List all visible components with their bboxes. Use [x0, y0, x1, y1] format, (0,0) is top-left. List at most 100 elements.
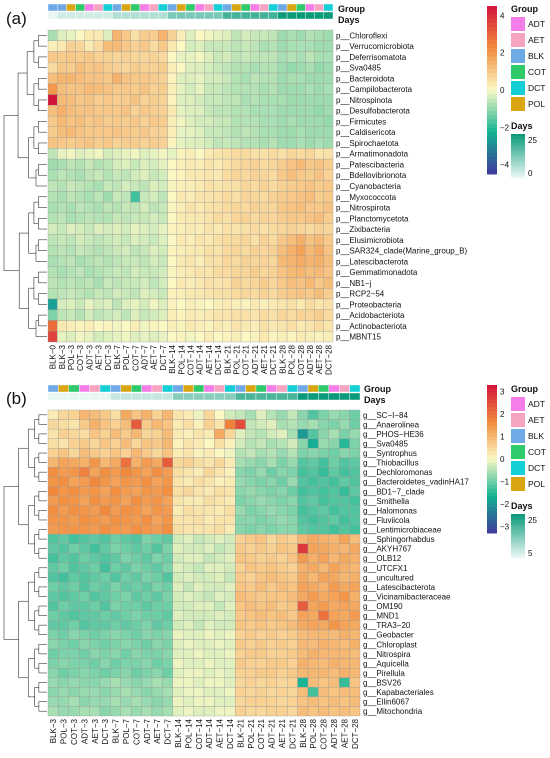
- heatmap-cell: [231, 201, 242, 214]
- heatmap-cell: [57, 51, 67, 63]
- heatmap-cell: [277, 298, 288, 310]
- heatmap-cell: [213, 277, 223, 289]
- heatmap-cell: [296, 320, 306, 332]
- heatmap-cell: [266, 639, 277, 650]
- color-scale-step: [487, 488, 497, 493]
- heatmap-cell: [185, 277, 196, 289]
- heatmap-cell: [287, 677, 298, 688]
- heatmap-cell: [172, 467, 184, 478]
- color-scale-step: [487, 165, 497, 171]
- heatmap-cell: [339, 524, 350, 535]
- heatmap-cell: [277, 62, 288, 74]
- heatmap-cell: [57, 266, 67, 278]
- heatmap-cell: [222, 62, 233, 74]
- heatmap-cell: [141, 476, 153, 487]
- heatmap-cell: [245, 467, 257, 478]
- heatmap-cell: [245, 668, 257, 678]
- heatmap-cell: [47, 515, 59, 525]
- heatmap-cell: [99, 610, 111, 621]
- heatmap-cell: [204, 126, 214, 138]
- color-scale-step: [487, 407, 497, 412]
- heatmap-cell: [193, 524, 205, 535]
- color-scale-step: [487, 6, 497, 11]
- heatmap-cell: [286, 223, 297, 235]
- heatmap-cell: [235, 581, 246, 592]
- heatmap-cell: [162, 706, 173, 717]
- heatmap-cell: [99, 581, 111, 592]
- heatmap-cell: [259, 288, 269, 300]
- days-annotation-cell: [84, 11, 95, 20]
- heatmap-cell: [213, 223, 223, 235]
- heatmap-cell: [141, 581, 153, 592]
- heatmap-cell: [323, 105, 334, 117]
- heatmap-cell: [203, 706, 215, 717]
- heatmap-cell: [151, 486, 163, 497]
- heatmap-cell: [305, 212, 315, 224]
- column-label: POL−28: [288, 344, 297, 374]
- heatmap-cell: [318, 486, 329, 497]
- heatmap-cell: [47, 639, 59, 650]
- heatmap-cell: [68, 495, 80, 506]
- heatmap-cell: [193, 629, 205, 640]
- days-annotation-cell: [47, 11, 58, 20]
- heatmap-cell: [58, 543, 69, 554]
- heatmap-cell: [121, 51, 131, 63]
- heatmap-cell: [222, 105, 233, 117]
- heatmap-cell: [276, 658, 288, 669]
- heatmap-cell: [224, 572, 236, 583]
- heatmap-cell: [193, 448, 205, 458]
- legend-swatch: [511, 445, 525, 459]
- heatmap-cell: [120, 696, 132, 707]
- heatmap-cell: [305, 320, 315, 332]
- heatmap-cell: [131, 476, 142, 487]
- heatmap-cell: [139, 180, 150, 192]
- heatmap-cell: [68, 524, 80, 535]
- heatmap-cell: [231, 137, 242, 149]
- heatmap-cell: [131, 658, 142, 669]
- heatmap-cell: [162, 658, 173, 669]
- heatmap-cell: [250, 51, 260, 63]
- heatmap-cell: [224, 639, 236, 650]
- heatmap-cell: [318, 706, 329, 717]
- column-label: COT−28: [297, 344, 306, 375]
- heatmap-cell: [296, 169, 306, 181]
- heatmap-cell: [276, 476, 288, 487]
- group-annotation-cell: [112, 3, 122, 12]
- heatmap-cell: [318, 696, 329, 707]
- heatmap-cell: [297, 696, 309, 707]
- heatmap-cell: [172, 591, 184, 602]
- heatmap-cell: [57, 331, 67, 343]
- color-scale-step: [487, 106, 497, 112]
- column-labels-b: BLK−3 POL−3 COT−3 ADT−3 AET−3 DCT−3 BLK−7 POL−7…: [49, 718, 360, 749]
- heatmap-cell: [255, 581, 267, 592]
- heatmap-cell: [314, 158, 324, 171]
- heatmap-cell: [213, 126, 223, 138]
- color-scale-step: [487, 127, 497, 133]
- heatmap-cell: [141, 629, 153, 640]
- heatmap-cell: [240, 158, 251, 171]
- heatmap-cell: [93, 126, 104, 138]
- heatmap-cell: [235, 448, 246, 458]
- legend-swatch: [511, 33, 525, 47]
- heatmap-cell: [58, 438, 69, 449]
- heatmap-cell: [151, 409, 163, 420]
- heatmap-cell: [130, 148, 141, 160]
- heatmap-cell: [314, 169, 324, 181]
- column-label: BLK−28: [278, 344, 287, 373]
- group-annotation-cell: [250, 3, 260, 12]
- heatmap-cell: [110, 706, 121, 717]
- heatmap-cell: [287, 448, 298, 458]
- heatmap-cell: [99, 687, 111, 698]
- heatmap-cell: [297, 601, 309, 611]
- row-label: p__Campilobacterota: [336, 85, 413, 94]
- heatmap-cell: [79, 448, 90, 458]
- group-annotation-cell: [151, 384, 163, 393]
- heatmap-cell: [162, 448, 173, 458]
- annotation-title-group-a: Group: [338, 4, 365, 14]
- color-scale-step: [487, 507, 497, 512]
- heatmap-cell: [203, 677, 215, 688]
- heatmap-cell: [231, 51, 242, 63]
- heatmap-cell: [99, 620, 111, 631]
- heatmap-cell: [235, 668, 246, 678]
- heatmap-cell: [222, 158, 233, 171]
